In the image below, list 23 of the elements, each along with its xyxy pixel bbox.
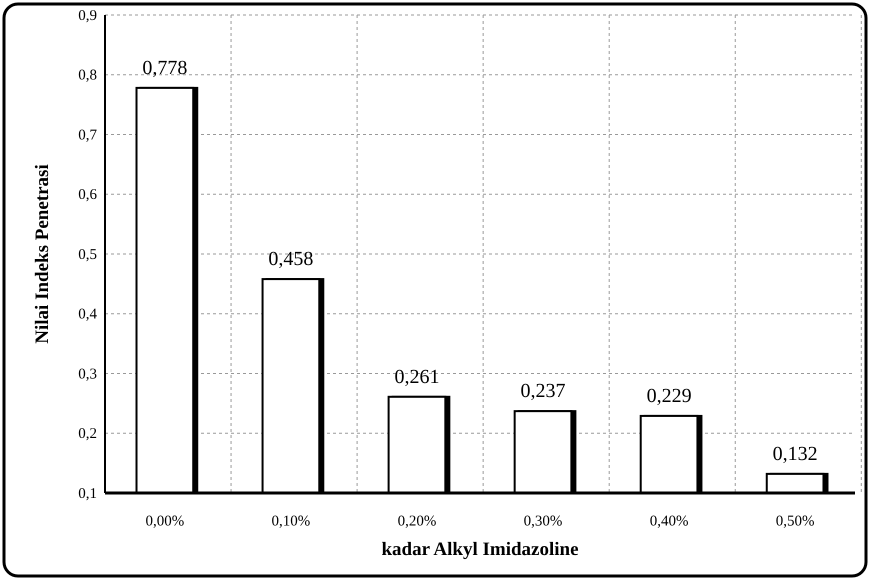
data-label: 0,778 xyxy=(142,56,188,79)
data-label: 0,261 xyxy=(394,366,440,388)
x-tick-label: 0,40% xyxy=(650,514,688,530)
y-tick-label: 0,5 xyxy=(78,246,97,263)
y-tick-label: 0,1 xyxy=(78,486,97,502)
data-label: 0,229 xyxy=(646,384,692,407)
data-label: 0,237 xyxy=(520,380,566,402)
y-axis-title: Nilai Indeks Penetrasi xyxy=(32,164,53,344)
x-axis-title: kadar Alkyl Imidazoline xyxy=(381,539,579,560)
x-tick-label: 0,20% xyxy=(398,514,436,530)
y-tick-label: 0,8 xyxy=(78,68,97,84)
y-tick-label: 0,9 xyxy=(78,8,97,24)
x-tick-label: 0,10% xyxy=(272,514,310,530)
data-label: 0,132 xyxy=(772,442,818,465)
x-tick-label: 0,00% xyxy=(146,514,184,530)
data-label: 0,458 xyxy=(268,248,314,270)
x-tick-label: 0,30% xyxy=(524,514,562,530)
y-tick-label: 0,6 xyxy=(78,187,98,204)
y-tick-label: 0,4 xyxy=(78,306,98,323)
y-tick-label: 0,3 xyxy=(78,366,97,382)
x-tick-label: 0,50% xyxy=(776,514,814,530)
y-tick-label: 0,2 xyxy=(78,426,97,442)
y-tick-label: 0,7 xyxy=(78,127,98,144)
